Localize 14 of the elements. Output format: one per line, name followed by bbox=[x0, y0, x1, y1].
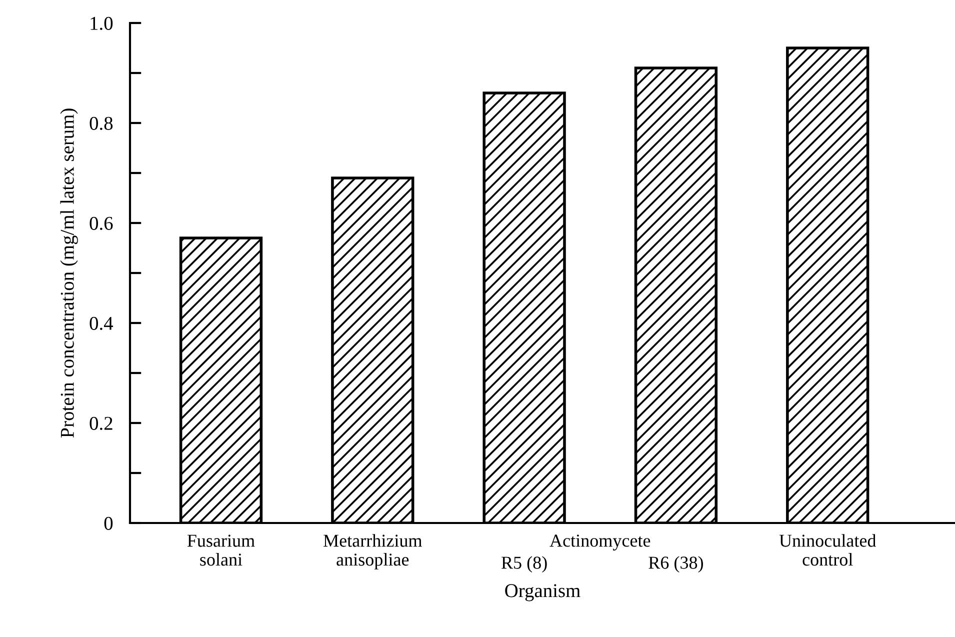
text: Actinomycete bbox=[550, 534, 650, 550]
y-axis-title: Protein concentration (mg/ml latex serum) bbox=[60, 108, 78, 438]
x-tick-label: Uninoculated control bbox=[779, 534, 876, 566]
y-tick-label: 0.2 bbox=[90, 416, 112, 430]
y-tick-label: 0 bbox=[104, 516, 113, 530]
y-tick-label: 0.6 bbox=[90, 216, 113, 230]
x-tick-label: R6 (38) bbox=[648, 556, 703, 572]
x-tick-label: Fusarium solani bbox=[187, 534, 255, 566]
y-tick-label: 1.0 bbox=[90, 16, 113, 30]
x-tick-label: R5 (8) bbox=[502, 556, 547, 572]
y-tick-label: 0.4 bbox=[90, 316, 114, 330]
x-tick-label: Metarrhizium anisopliae bbox=[324, 534, 422, 570]
x-axis-title: Organism bbox=[505, 584, 580, 602]
y-tick-label: 0.8 bbox=[90, 116, 113, 130]
